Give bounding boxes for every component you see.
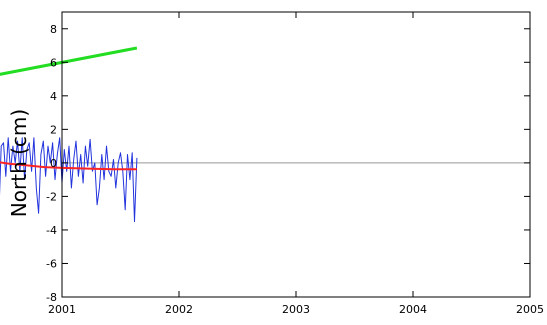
y-tick-label: -8 [46, 291, 57, 304]
y-tick-label: 0 [50, 157, 57, 170]
y-tick-label: -2 [46, 190, 57, 203]
y-tick-label: 6 [50, 56, 57, 69]
y-tick-label: 4 [50, 90, 57, 103]
x-tick-label: 2001 [48, 303, 76, 316]
y-tick-label: 8 [50, 23, 57, 36]
x-tick-label: 2003 [282, 303, 310, 316]
y-tick-label: -6 [46, 257, 57, 270]
x-tick-label: 2004 [399, 303, 427, 316]
y-tick-label: 2 [50, 123, 57, 136]
y-tick-label: -4 [46, 224, 57, 237]
trend-line [0, 46, 138, 76]
x-tick-label: 2002 [165, 303, 193, 316]
fit-curve-line [0, 161, 137, 171]
y-axis-title: North (cm) [7, 109, 31, 217]
x-tick-label: 2005 [516, 303, 544, 316]
